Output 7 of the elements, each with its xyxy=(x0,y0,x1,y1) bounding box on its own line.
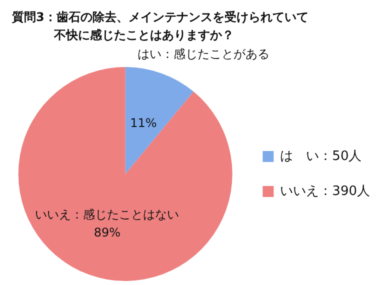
data-label: 89% xyxy=(94,225,121,240)
legend-label: は い：50人 xyxy=(280,148,362,164)
chart-title: 質問3：歯石の除去、メインテナンスを受けられていて不快に感じたことはありますか？ xyxy=(12,9,310,44)
data-label: 11% xyxy=(130,116,157,130)
text: いいえ：感じたことはない xyxy=(35,207,180,222)
text: はい：感じたことがある xyxy=(137,47,270,62)
legend-label: いいえ：390人 xyxy=(280,184,370,199)
